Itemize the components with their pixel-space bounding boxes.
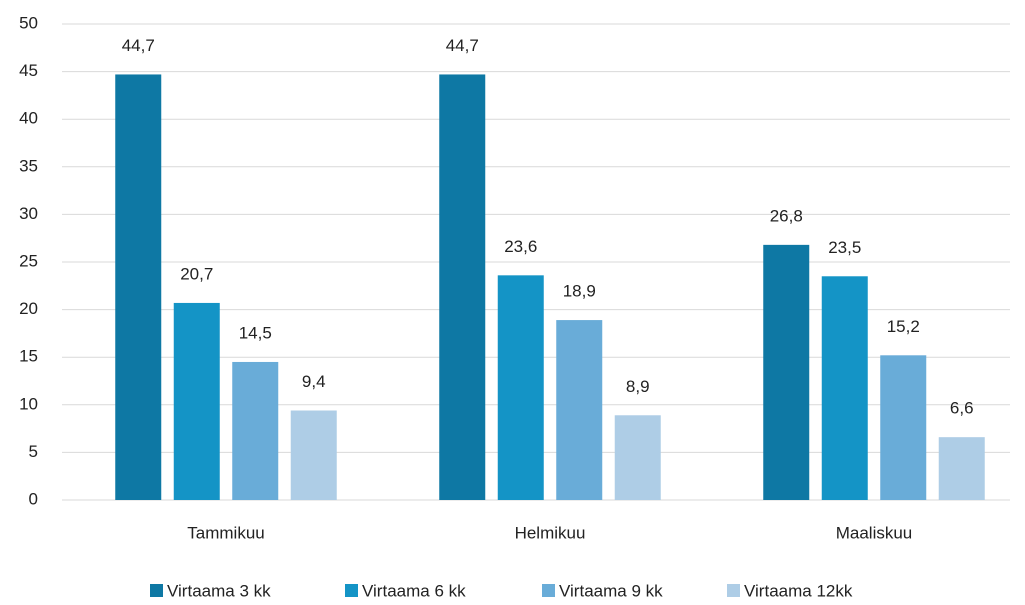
y-tick-label: 30: [19, 204, 38, 223]
y-tick-label: 20: [19, 299, 38, 318]
bar: [556, 320, 603, 500]
y-tick-label: 25: [19, 251, 38, 270]
bar: [497, 275, 544, 500]
legend-swatch: [542, 584, 555, 597]
x-tick-label: Tammikuu: [187, 523, 264, 542]
data-label: 26,8: [770, 206, 803, 225]
legend-swatch: [727, 584, 740, 597]
bar: [880, 355, 927, 500]
data-label: 23,5: [828, 238, 861, 257]
y-tick-label: 50: [19, 13, 38, 32]
data-label: 15,2: [887, 317, 920, 336]
bar: [763, 244, 810, 500]
data-label: 6,6: [950, 399, 974, 418]
bar: [938, 437, 985, 500]
x-tick-label: Helmikuu: [515, 523, 586, 542]
y-tick-label: 40: [19, 109, 38, 128]
data-label: 44,7: [122, 36, 155, 55]
y-tick-label: 10: [19, 394, 38, 413]
data-label: 23,6: [504, 237, 537, 256]
data-label: 20,7: [180, 264, 213, 283]
bar: [173, 302, 220, 500]
y-tick-label: 35: [19, 156, 38, 175]
legend-label: Virtaama 12kk: [744, 581, 853, 600]
data-label: 44,7: [446, 36, 479, 55]
y-tick-label: 45: [19, 61, 38, 80]
x-tick-label: Maaliskuu: [836, 523, 913, 542]
legend-label: Virtaama 9 kk: [559, 581, 663, 600]
bar: [232, 361, 279, 500]
data-label: 8,9: [626, 377, 650, 396]
bar: [290, 410, 337, 500]
bar: [821, 276, 868, 500]
y-tick-label: 5: [29, 442, 38, 461]
legend-swatch: [345, 584, 358, 597]
data-label: 14,5: [239, 323, 272, 342]
bar: [614, 415, 661, 500]
legend-label: Virtaama 6 kk: [362, 581, 466, 600]
legend-label: Virtaama 3 kk: [167, 581, 271, 600]
bar: [439, 74, 486, 501]
y-tick-label: 15: [19, 347, 38, 366]
y-tick-label: 0: [29, 489, 38, 508]
legend-swatch: [150, 584, 163, 597]
data-label: 9,4: [302, 372, 326, 391]
data-label: 18,9: [563, 282, 596, 301]
bar: [115, 74, 162, 501]
